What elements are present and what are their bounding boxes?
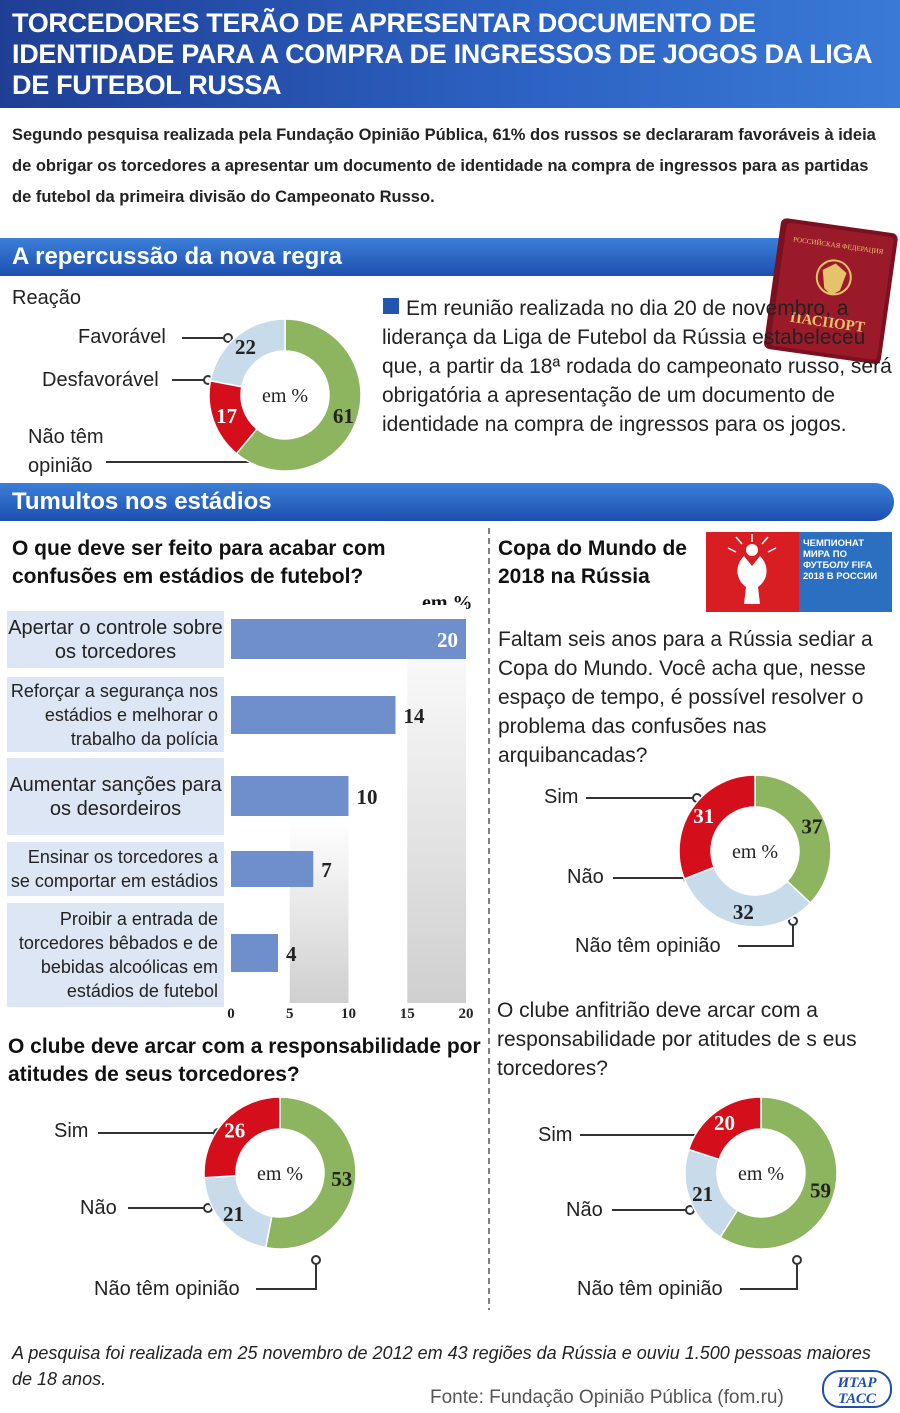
bar-option-4: Ensinar os torcedores a se comportar em …	[7, 842, 224, 896]
intro-text: Segundo pesquisa realizada pela Fundação…	[12, 126, 876, 206]
donut-clube: 53 21 26 em %	[203, 1096, 357, 1250]
x-tick-label: 15	[400, 1006, 415, 1022]
donut4-label-nao: Não	[566, 1199, 603, 1221]
donut2-label-sem-opiniao: Não têm opinião	[575, 935, 721, 957]
bar-bg-band	[289, 820, 349, 1003]
donut3-label-sim: Sim	[54, 1120, 89, 1142]
donut-center-label: em %	[257, 1163, 303, 1185]
donut3-label-nao: Não	[80, 1197, 117, 1219]
bar-chart-question: O que deve ser feito para acabar com con…	[12, 537, 386, 588]
donut2-label-sim: Sim	[544, 786, 579, 808]
donut-clube-anfitriao: 59 21 20 em %	[684, 1096, 838, 1250]
bar-value-label: 20	[437, 628, 458, 652]
bar-value-label: 4	[286, 942, 297, 966]
donut-value-label: 37	[801, 814, 822, 838]
bar-option-2: Reforçar a segurança nos estádios e melh…	[7, 677, 224, 752]
donut-slice	[203, 1096, 281, 1179]
section-title-repercussao: A repercussão da nova regra	[0, 238, 894, 276]
donut-slice	[264, 1096, 357, 1250]
donut-value-label: 59	[810, 1178, 831, 1202]
bar-option-1: Apertar o controle sobre os torcedores	[7, 611, 224, 668]
footnote: A pesquisa foi realizada em 25 novembro …	[12, 1343, 871, 1389]
donut-value-label: 17	[216, 404, 237, 428]
donut4-label-sem-opiniao: Não têm opinião	[577, 1278, 723, 1300]
donut1-label-desfavoravel: Desfavorável	[42, 369, 159, 391]
club-question: O clube deve arcar com a responsabilidad…	[8, 1035, 481, 1086]
donut-slice	[687, 1096, 762, 1161]
donut-copa: 37 32 31 em %	[678, 774, 832, 928]
bar-bg-band	[407, 605, 466, 1003]
world-cup-logo-text: ЧЕМПИОНАТ МИРА ПО ФУТБОЛУ FIFA 2018 В РО…	[803, 538, 878, 582]
donut2-label-nao: Não	[567, 866, 604, 888]
host-club-question: O clube anfitrião deve arcar com a respo…	[497, 999, 857, 1080]
bar-value-label: 14	[404, 704, 426, 728]
itar-text: ИТАР	[836, 1375, 877, 1391]
page-title: TORCEDORES TERÃO DE APRESENTAR DOCUMENTO…	[12, 8, 872, 100]
bar	[231, 696, 396, 734]
donut-value-label: 20	[714, 1111, 735, 1135]
world-cup-logo: ЧЕМПИОНАТ МИРА ПО ФУТБОЛУ FIFA 2018 В РО…	[706, 532, 892, 612]
bar	[231, 776, 349, 816]
bar-value-label: 7	[321, 858, 332, 882]
cup-question: Faltam seis anos para a Rússia sediar a …	[498, 628, 873, 767]
donut3-label-sem-opiniao: Não têm opinião	[94, 1278, 240, 1300]
rule-paragraph: Em reunião realizada no dia 20 de novemb…	[382, 297, 892, 436]
bar	[231, 934, 278, 972]
reaction-label: Reação	[12, 287, 81, 309]
donut-value-label: 61	[333, 404, 354, 428]
x-tick-label: 0	[227, 1006, 235, 1022]
donut-slice	[235, 318, 362, 472]
donut-center-label: em %	[732, 841, 778, 863]
x-tick-label: 5	[286, 1006, 294, 1022]
bar	[231, 851, 314, 887]
bar-option-5: Proibir a entrada de torcedores bêbados …	[7, 903, 224, 1007]
donut1-label-favoravel: Favorável	[78, 326, 166, 348]
bar	[231, 619, 466, 659]
itar-tass-logo: ИТАР ТАСС	[822, 1370, 892, 1408]
donut1-label-sem-opiniao: Não têm opinião	[28, 426, 104, 477]
header-banner: TORCEDORES TERÃO DE APRESENTAR DOCUMENTO…	[0, 0, 900, 108]
x-tick-label: 20	[459, 1006, 474, 1022]
donut-slice	[683, 866, 812, 928]
donut-value-label: 32	[733, 900, 754, 924]
source-credit: Fonte: Fundação Opinião Pública (fom.ru)	[430, 1387, 784, 1408]
donut-value-label: 31	[693, 804, 714, 828]
donut-value-label: 21	[223, 1202, 244, 1226]
donut-value-label: 26	[224, 1119, 245, 1143]
donut-center-label: em %	[262, 385, 308, 407]
donut-slice	[678, 774, 756, 880]
donut-reacao: 61 17 22 em %	[208, 318, 362, 472]
x-tick-label: 10	[341, 1006, 356, 1022]
bar-value-label: 10	[357, 785, 378, 809]
donut-value-label: 22	[235, 335, 256, 359]
bar-option-3: Aumentar sanções para os desordeiros	[7, 758, 224, 835]
passport-image: РОССИЙСКАЯ ФЕДЕРАЦИЯ ПАСПОРТ	[764, 218, 898, 364]
donut4-label-sim: Sim	[538, 1124, 573, 1146]
divider-vertical	[488, 528, 490, 1310]
donut-value-label: 53	[331, 1167, 352, 1191]
donut-value-label: 21	[692, 1182, 713, 1206]
donut-center-label: em %	[738, 1163, 784, 1185]
tass-text: ТАСС	[838, 1391, 877, 1407]
section-title-tumultos: Tumultos nos estádios	[0, 483, 894, 521]
donut-slice	[719, 1096, 838, 1250]
donut-slice	[754, 774, 832, 905]
bullet-square	[383, 298, 399, 314]
cup-title: Copa do Mundo de 2018 na Rússia	[498, 537, 687, 588]
donut-slice	[209, 318, 286, 388]
